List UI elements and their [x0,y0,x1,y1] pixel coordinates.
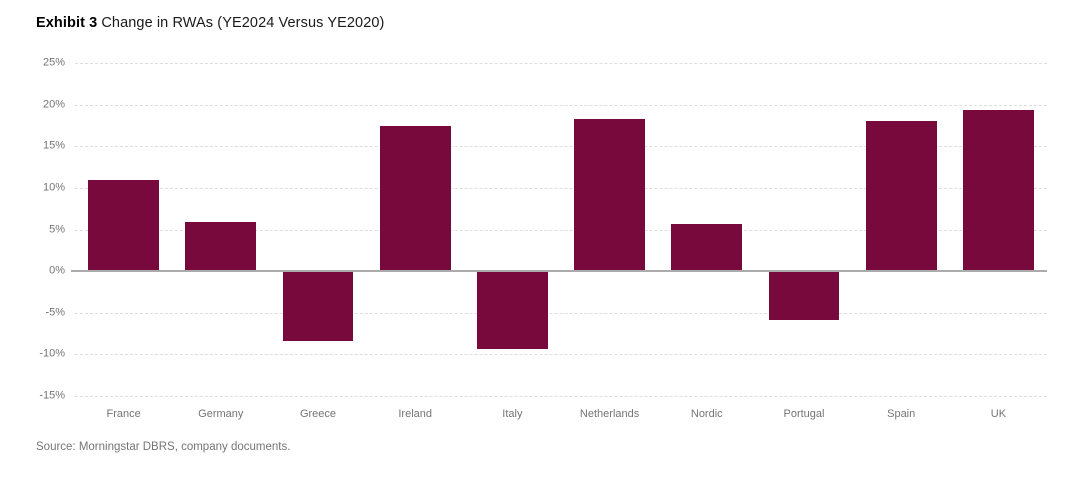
x-axis-label-netherlands: Netherlands [579,408,640,420]
x-axis-label-germany: Germany [198,408,244,420]
y-tick-label--10: -10% [39,347,65,360]
bar-uk [962,109,1034,272]
bar-ireland [379,126,451,272]
bar-netherlands [574,118,646,272]
y-gridline-20 [75,104,1047,106]
chart-title: Exhibit 3 Change in RWAs (YE2024 Versus Y… [36,15,384,31]
bar-germany [185,222,257,272]
y-gridline-15 [75,146,1047,148]
y-tick-label-5: 5% [49,223,65,235]
x-axis-label-portugal: Portugal [783,408,825,420]
y-tick-label-15: 15% [42,139,65,152]
y-gridline-5 [75,229,1047,231]
y-tick-label-20: 20% [42,98,65,111]
x-axis-label-france: France [106,408,141,420]
bar-portugal [768,271,840,321]
y-gridline--15 [75,396,1047,397]
y-tick-label-25: 25% [42,56,65,69]
bar-spain [865,121,937,272]
zero-baseline [71,270,1047,273]
y-tick-label-10: 10% [42,181,65,194]
y-gridline-10 [75,187,1047,189]
x-axis-label-italy: Italy [502,408,523,420]
bar-nordic [671,223,743,272]
x-axis-label-nordic: Nordic [690,408,723,420]
y-gridline--10 [75,354,1047,356]
y-tick-label--5: -5% [45,306,65,319]
exhibit-number-label: Exhibit 3 [36,15,98,31]
bar-greece [282,271,354,342]
source-note: Source: Morningstar DBRS, company docume… [36,441,291,453]
plot-area: 25% 20% 15% 10% 5% 0% -5% -10% -15% France Germany… [39,57,1047,420]
x-axis-label-ireland: Ireland [398,408,432,420]
x-axis-label-uk: UK [990,408,1007,420]
x-axis-label-spain: Spain [887,408,916,420]
y-tick-label-0: 0% [49,264,65,277]
bar-italy [476,271,548,350]
y-tick-label--15: -15% [39,389,65,402]
chart-title-text: Change in RWAs (YE2024 Versus YE2020) [101,15,385,31]
x-axis-label-greece: Greece [299,408,337,420]
bar-france [88,180,160,272]
y-gridline--5 [75,312,1047,314]
y-gridline-25 [75,63,1047,64]
